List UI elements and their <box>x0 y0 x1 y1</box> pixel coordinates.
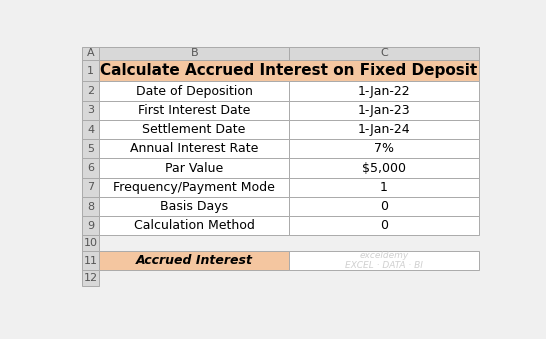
Bar <box>82 251 99 270</box>
Bar <box>99 178 289 197</box>
Text: exceldemy
EXCEL · DATA · BI: exceldemy EXCEL · DATA · BI <box>345 251 423 270</box>
Text: 0: 0 <box>380 219 388 232</box>
Text: Calculate Accrued Interest on Fixed Deposit: Calculate Accrued Interest on Fixed Depo… <box>100 63 478 78</box>
Text: 1-Jan-24: 1-Jan-24 <box>358 123 411 136</box>
Text: 4: 4 <box>87 125 94 135</box>
Text: Date of Deposition: Date of Deposition <box>136 85 253 98</box>
Bar <box>82 139 99 159</box>
Bar <box>82 47 99 60</box>
Bar <box>82 159 99 178</box>
Bar <box>99 120 289 139</box>
Text: 6: 6 <box>87 163 94 173</box>
Text: 2: 2 <box>87 86 94 96</box>
Bar <box>289 101 479 120</box>
Bar <box>82 60 99 81</box>
Text: $5,000: $5,000 <box>362 162 406 175</box>
Bar <box>99 47 289 60</box>
Text: Calculation Method: Calculation Method <box>134 219 254 232</box>
Text: 9: 9 <box>87 221 94 231</box>
Bar <box>82 197 99 216</box>
Text: Par Value: Par Value <box>165 162 223 175</box>
Text: 8: 8 <box>87 202 94 212</box>
Text: 1: 1 <box>87 66 94 76</box>
Text: 11: 11 <box>84 256 98 265</box>
Text: Basis Days: Basis Days <box>160 200 228 213</box>
Bar <box>99 139 289 159</box>
Text: C: C <box>380 48 388 58</box>
Bar <box>99 101 289 120</box>
Text: 10: 10 <box>84 238 98 248</box>
Bar <box>82 236 99 251</box>
Bar <box>82 120 99 139</box>
Bar <box>82 81 99 101</box>
Bar <box>82 178 99 197</box>
Bar <box>289 47 479 60</box>
Text: Settlement Date: Settlement Date <box>143 123 246 136</box>
Bar <box>289 81 479 101</box>
Bar <box>99 197 289 216</box>
Bar <box>99 60 479 81</box>
Text: 7: 7 <box>87 182 94 192</box>
Text: 1: 1 <box>380 181 388 194</box>
Text: A: A <box>87 48 94 58</box>
Bar <box>82 216 99 236</box>
Bar <box>289 251 479 270</box>
Bar <box>82 101 99 120</box>
Bar <box>289 120 479 139</box>
Text: 5: 5 <box>87 144 94 154</box>
Bar <box>99 81 289 101</box>
Text: Annual Interest Rate: Annual Interest Rate <box>130 142 258 155</box>
Text: Frequency/Payment Mode: Frequency/Payment Mode <box>113 181 275 194</box>
Bar <box>82 270 99 285</box>
Bar <box>99 159 289 178</box>
Bar <box>99 251 289 270</box>
Text: Accrued Interest: Accrued Interest <box>136 254 253 267</box>
Bar <box>289 197 479 216</box>
Text: 7%: 7% <box>374 142 394 155</box>
Bar <box>99 216 289 236</box>
Text: First Interest Date: First Interest Date <box>138 104 251 117</box>
Text: 3: 3 <box>87 105 94 115</box>
Text: 12: 12 <box>84 273 98 283</box>
Text: B: B <box>191 48 198 58</box>
Bar <box>289 159 479 178</box>
Text: 1-Jan-22: 1-Jan-22 <box>358 85 411 98</box>
Bar <box>289 216 479 236</box>
Bar <box>289 139 479 159</box>
Text: 0: 0 <box>380 200 388 213</box>
Bar <box>289 178 479 197</box>
Text: 1-Jan-23: 1-Jan-23 <box>358 104 411 117</box>
